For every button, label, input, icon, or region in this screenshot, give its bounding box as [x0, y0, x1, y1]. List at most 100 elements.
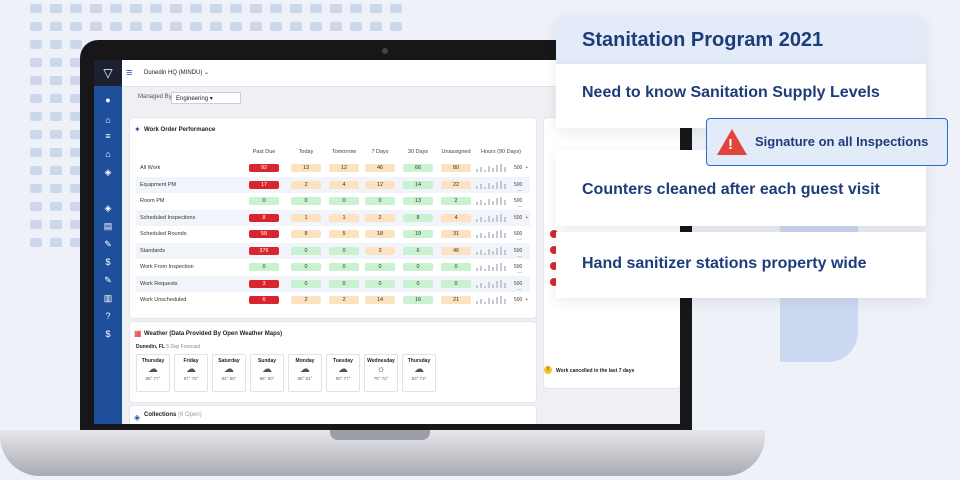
help-icon[interactable]: ? — [105, 311, 111, 321]
count-pill[interactable]: 8 — [403, 213, 433, 222]
count-pill[interactable]: 13 — [403, 197, 433, 205]
count-pill[interactable]: 0 — [291, 197, 321, 205]
home-icon[interactable]: ⌂ — [105, 115, 111, 125]
count-pill[interactable]: 3 — [249, 279, 279, 288]
count-pill[interactable]: 0 — [329, 246, 359, 255]
count-pill[interactable]: 46 — [365, 164, 395, 172]
count-pill[interactable]: 0 — [365, 197, 395, 205]
count-pill[interactable]: 0 — [441, 279, 471, 288]
count-pill[interactable]: 12 — [365, 180, 395, 189]
collections-card[interactable]: ◈ Collections (6 Open) — [130, 406, 536, 424]
count-pill[interactable]: 16 — [403, 296, 433, 304]
table-row[interactable]: Equipment PM 17 2 4 12 14 22 500— — [136, 176, 530, 194]
count-pill[interactable]: 0 — [249, 197, 279, 205]
search-icon[interactable]: ● — [105, 95, 111, 105]
count-pill[interactable]: 0 — [441, 263, 471, 271]
dollar-icon[interactable]: $ — [105, 257, 111, 267]
table-row[interactable]: Work From Inspection 0 0 0 0 0 0 500— — [136, 259, 530, 276]
count-pill[interactable]: 14 — [365, 296, 395, 304]
count-pill[interactable]: 0 — [403, 279, 433, 288]
site-selector[interactable]: Dunedin HQ (MINDU) ⌄ — [144, 70, 210, 76]
list-icon[interactable]: ≡ — [105, 131, 111, 141]
count-pill[interactable]: 92 — [249, 164, 279, 172]
card-title: Weather (Data Provided By Open Weather M… — [144, 331, 283, 337]
table-row[interactable]: Room PM 0 0 0 0 13 2 500— — [136, 193, 530, 210]
table-row[interactable]: Standards 376 0 0 3 6 46 500— — [136, 242, 530, 260]
day-temps: 83° 73° — [411, 376, 427, 381]
dollar-icon[interactable]: $ — [105, 329, 111, 339]
count-pill[interactable]: 13 — [291, 164, 321, 172]
table-row[interactable]: Scheduled Inspections 8 1 1 2 8 4 500 + — [136, 209, 530, 226]
dot — [50, 58, 62, 67]
day-name: Thursday — [141, 358, 165, 364]
dot — [70, 22, 82, 31]
count-pill[interactable]: 0 — [329, 263, 359, 271]
dot — [50, 22, 62, 31]
hours-value: 500 + — [514, 214, 529, 221]
managed-by-select[interactable]: Engineering ▾ — [171, 92, 241, 104]
hamburger-icon[interactable]: ≡ — [126, 67, 133, 79]
count-pill[interactable]: 22 — [441, 180, 471, 189]
count-pill[interactable]: 21 — [441, 296, 471, 304]
hours-sparkline — [476, 279, 510, 288]
count-pill[interactable]: 5 — [329, 230, 359, 238]
count-pill[interactable]: 80 — [441, 164, 471, 172]
count-pill[interactable]: 17 — [249, 180, 279, 189]
cancelled-note[interactable]: Work cancelled in the last 7 days — [556, 368, 635, 374]
dot — [290, 4, 302, 13]
count-pill[interactable]: 1 — [329, 213, 359, 222]
table-row[interactable]: Work Requests 3 0 0 0 0 0 500— — [136, 275, 530, 293]
app-logo[interactable]: ▽ — [94, 60, 122, 86]
pencil-icon[interactable]: ✎ — [104, 275, 112, 285]
day-temps: 86° 80° — [259, 376, 275, 381]
weather-icon: ☼ — [376, 364, 386, 375]
count-pill[interactable]: 19 — [403, 230, 433, 238]
forecast-day: Saturday ☁ 84° 80° — [212, 354, 246, 392]
count-pill[interactable]: 2 — [291, 296, 321, 304]
count-pill[interactable]: 4 — [329, 180, 359, 189]
count-pill[interactable]: 12 — [329, 164, 359, 172]
document-icon[interactable]: ▤ — [103, 221, 113, 231]
cube-icon[interactable]: ◈ — [104, 167, 112, 177]
table-row[interactable]: Work Unscheduled 6 2 2 14 16 21 500 + — [136, 292, 530, 308]
count-pill[interactable]: 0 — [329, 197, 359, 205]
count-pill[interactable]: 3 — [365, 246, 395, 255]
count-pill[interactable]: 376 — [249, 246, 279, 255]
table-row[interactable]: Scheduled Rounds 58 8 5 18 19 31 500— — [136, 226, 530, 243]
table-row[interactable]: All Work 92 13 12 46 66 80 500 + — [136, 160, 530, 176]
count-pill[interactable]: 31 — [441, 230, 471, 238]
dot — [190, 22, 202, 31]
count-pill[interactable]: 0 — [365, 263, 395, 271]
count-pill[interactable]: 14 — [403, 180, 433, 189]
count-pill[interactable]: 0 — [365, 279, 395, 288]
dot — [30, 94, 42, 103]
count-pill[interactable]: 0 — [403, 263, 433, 271]
building-icon[interactable]: ⌂ — [105, 149, 111, 159]
weather-icon: ☁ — [414, 364, 424, 375]
count-pill[interactable]: 2 — [329, 296, 359, 304]
count-pill[interactable]: 18 — [365, 230, 395, 238]
count-pill[interactable]: 2 — [291, 180, 321, 189]
count-pill[interactable]: 4 — [441, 213, 471, 222]
count-pill[interactable]: 66 — [403, 164, 433, 172]
dot — [370, 4, 382, 13]
count-pill[interactable]: 1 — [291, 213, 321, 222]
weather-icon: ☁ — [186, 364, 196, 375]
count-pill[interactable]: 2 — [365, 213, 395, 222]
count-pill[interactable]: 2 — [441, 197, 471, 205]
count-pill[interactable]: 0 — [329, 279, 359, 288]
count-pill[interactable]: 6 — [249, 296, 279, 304]
box-icon[interactable]: ◈ — [104, 203, 112, 213]
count-pill[interactable]: 0 — [291, 279, 321, 288]
count-pill[interactable]: 0 — [291, 263, 321, 271]
report-icon[interactable]: ▥ — [103, 293, 113, 303]
count-pill[interactable]: 58 — [249, 230, 279, 238]
count-pill[interactable]: 0 — [291, 246, 321, 255]
count-pill[interactable]: 0 — [249, 263, 279, 271]
column-header: Unassigned — [441, 149, 471, 155]
count-pill[interactable]: 46 — [441, 246, 471, 255]
count-pill[interactable]: 6 — [403, 246, 433, 255]
count-pill[interactable]: 8 — [249, 213, 279, 222]
count-pill[interactable]: 8 — [291, 230, 321, 238]
wrench-icon[interactable]: ✎ — [104, 239, 112, 249]
